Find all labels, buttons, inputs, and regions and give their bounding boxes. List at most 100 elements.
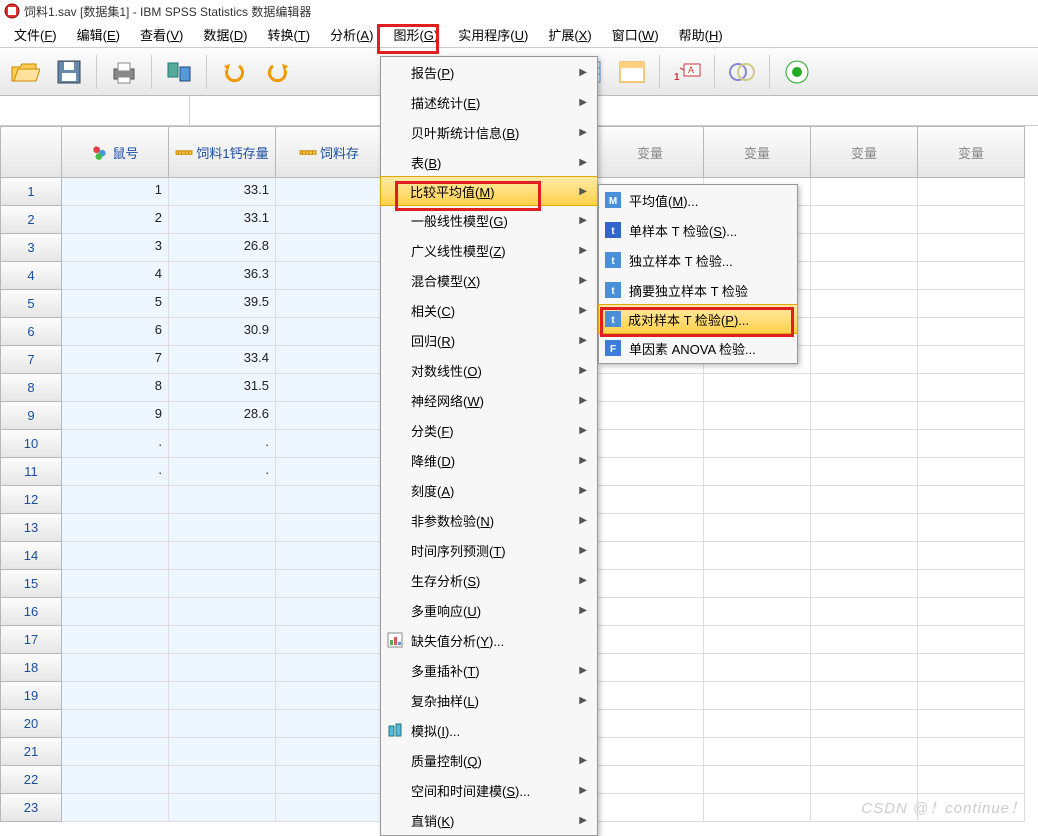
cell[interactable] <box>62 794 169 822</box>
cell[interactable] <box>918 374 1025 402</box>
row-header[interactable]: 18 <box>0 654 62 682</box>
menu-编辑e[interactable]: 编辑(E) <box>67 21 130 48</box>
cell[interactable] <box>597 430 704 458</box>
column-header[interactable]: 变量 <box>918 126 1025 178</box>
cell[interactable] <box>597 570 704 598</box>
row-header[interactable]: 19 <box>0 682 62 710</box>
cell[interactable] <box>597 542 704 570</box>
analyze-menu-item[interactable]: 比较平均值(M) <box>380 176 598 206</box>
cell[interactable] <box>811 542 918 570</box>
submenu-item[interactable]: t单样本 T 检验(S)... <box>599 215 797 245</box>
cell[interactable] <box>597 374 704 402</box>
cell[interactable] <box>276 570 383 598</box>
analyze-menu-item[interactable]: 非参数检验(N) <box>381 505 597 535</box>
menu-分析a[interactable]: 分析(A) <box>320 21 383 48</box>
cell[interactable] <box>276 262 383 290</box>
row-header[interactable]: 21 <box>0 738 62 766</box>
undo-button[interactable] <box>215 53 253 91</box>
cell[interactable] <box>918 738 1025 766</box>
cell[interactable] <box>704 738 811 766</box>
submenu-item[interactable]: t独立样本 T 检验... <box>599 245 797 275</box>
submenu-item[interactable]: t摘要独立样本 T 检验 <box>599 275 797 305</box>
row-header[interactable]: 10 <box>0 430 62 458</box>
menu-帮助h[interactable]: 帮助(H) <box>669 21 733 48</box>
analyze-menu-item[interactable]: 广义线性模型(Z) <box>381 235 597 265</box>
menu-转换t[interactable]: 转换(T) <box>257 21 320 48</box>
row-header[interactable]: 16 <box>0 598 62 626</box>
row-header[interactable]: 11 <box>0 458 62 486</box>
cell[interactable] <box>918 570 1025 598</box>
cell[interactable] <box>276 458 383 486</box>
cell[interactable]: . <box>169 458 276 486</box>
cell[interactable] <box>811 430 918 458</box>
cell[interactable] <box>918 598 1025 626</box>
use-sets-button[interactable] <box>723 53 761 91</box>
cell[interactable] <box>169 682 276 710</box>
cell[interactable] <box>276 486 383 514</box>
cell[interactable] <box>704 514 811 542</box>
analyze-menu-item[interactable]: 对数线性(O) <box>381 355 597 385</box>
cell[interactable]: 39.5 <box>169 290 276 318</box>
analyze-menu-item[interactable]: 刻度(A) <box>381 475 597 505</box>
cell[interactable]: 2 <box>62 206 169 234</box>
cell[interactable] <box>811 374 918 402</box>
cell[interactable] <box>918 430 1025 458</box>
row-header[interactable]: 17 <box>0 626 62 654</box>
cell[interactable]: 26.8 <box>169 234 276 262</box>
cell[interactable] <box>811 178 918 206</box>
cell[interactable] <box>62 738 169 766</box>
analyze-menu-item[interactable]: 生存分析(S) <box>381 565 597 595</box>
cell[interactable] <box>918 766 1025 794</box>
cell[interactable] <box>276 598 383 626</box>
cell[interactable] <box>169 570 276 598</box>
row-header[interactable]: 6 <box>0 318 62 346</box>
cell[interactable]: 33.4 <box>169 346 276 374</box>
cell[interactable] <box>918 486 1025 514</box>
cell[interactable] <box>276 626 383 654</box>
cell[interactable]: 6 <box>62 318 169 346</box>
open-file-button[interactable] <box>6 53 44 91</box>
cell[interactable] <box>62 542 169 570</box>
cell[interactable]: 33.1 <box>169 206 276 234</box>
analyze-menu-item[interactable]: 多重响应(U) <box>381 595 597 625</box>
cell[interactable] <box>811 654 918 682</box>
cell[interactable] <box>597 458 704 486</box>
cell[interactable] <box>597 626 704 654</box>
cell[interactable]: 30.9 <box>169 318 276 346</box>
cell[interactable] <box>918 710 1025 738</box>
cell[interactable] <box>811 262 918 290</box>
cell[interactable] <box>704 430 811 458</box>
cell[interactable]: . <box>62 430 169 458</box>
submenu-item[interactable]: F单因素 ANOVA 检验... <box>599 333 797 363</box>
cell[interactable]: 36.3 <box>169 262 276 290</box>
cell[interactable] <box>276 402 383 430</box>
cell[interactable] <box>704 794 811 822</box>
cell[interactable]: 9 <box>62 402 169 430</box>
cell[interactable]: 3 <box>62 234 169 262</box>
menu-实用程序u[interactable]: 实用程序(U) <box>448 21 538 48</box>
cell[interactable] <box>918 654 1025 682</box>
cell[interactable] <box>918 626 1025 654</box>
column-header[interactable]: 变量 <box>811 126 918 178</box>
analyze-menu-item[interactable]: 报告(P) <box>381 57 597 87</box>
cell[interactable] <box>62 682 169 710</box>
cell[interactable] <box>597 598 704 626</box>
row-header[interactable]: 1 <box>0 178 62 206</box>
cell[interactable] <box>276 346 383 374</box>
cell[interactable] <box>918 178 1025 206</box>
analyze-menu-item[interactable]: 混合模型(X) <box>381 265 597 295</box>
value-labels-button[interactable]: 1A <box>668 53 706 91</box>
menu-数据d[interactable]: 数据(D) <box>193 21 257 48</box>
analyze-menu-item[interactable]: 空间和时间建模(S)... <box>381 775 597 805</box>
cell[interactable] <box>62 486 169 514</box>
cell[interactable] <box>276 374 383 402</box>
save-button[interactable] <box>50 53 88 91</box>
row-header[interactable]: 4 <box>0 262 62 290</box>
row-header[interactable]: 23 <box>0 794 62 822</box>
cell[interactable] <box>811 738 918 766</box>
cell[interactable] <box>811 682 918 710</box>
cell[interactable] <box>169 626 276 654</box>
cell[interactable] <box>704 486 811 514</box>
cell[interactable] <box>811 598 918 626</box>
print-button[interactable] <box>105 53 143 91</box>
